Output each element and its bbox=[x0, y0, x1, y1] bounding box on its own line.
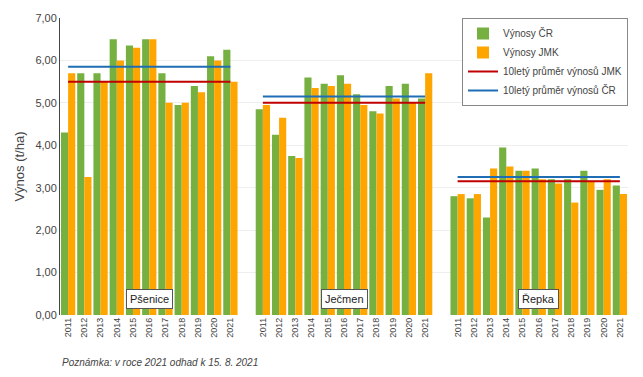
svg-text:2020: 2020 bbox=[404, 318, 414, 338]
svg-text:7,00: 7,00 bbox=[35, 12, 56, 24]
svg-text:6,00: 6,00 bbox=[35, 54, 56, 66]
svg-text:2017: 2017 bbox=[550, 318, 560, 338]
svg-text:2021: 2021 bbox=[420, 318, 430, 338]
svg-text:10letý průměr výnosů ČR: 10letý průměr výnosů ČR bbox=[503, 84, 616, 96]
svg-text:3,00: 3,00 bbox=[35, 182, 56, 194]
svg-text:2019: 2019 bbox=[582, 318, 592, 338]
svg-text:2015: 2015 bbox=[128, 318, 138, 338]
svg-text:4,00: 4,00 bbox=[35, 139, 56, 151]
svg-text:2021: 2021 bbox=[225, 318, 235, 338]
svg-text:Pšenice: Pšenice bbox=[130, 293, 169, 305]
svg-text:2016: 2016 bbox=[144, 318, 154, 338]
svg-text:2014: 2014 bbox=[112, 318, 122, 338]
svg-text:Výnosy ČR: Výnosy ČR bbox=[503, 27, 553, 39]
svg-text:2018: 2018 bbox=[371, 318, 381, 338]
svg-text:Poznámka: v roce 2021 odhad k: Poznámka: v roce 2021 odhad k 15. 8. 202… bbox=[62, 357, 258, 368]
svg-text:2020: 2020 bbox=[599, 318, 609, 338]
svg-text:2015: 2015 bbox=[323, 318, 333, 338]
svg-text:Řepka: Řepka bbox=[522, 293, 555, 305]
svg-text:2013: 2013 bbox=[485, 318, 495, 338]
svg-text:Výnos (t/ha): Výnos (t/ha) bbox=[12, 131, 27, 201]
svg-text:0,00: 0,00 bbox=[35, 309, 56, 321]
svg-text:Výnosy JMK: Výnosy JMK bbox=[503, 47, 559, 58]
svg-text:2011: 2011 bbox=[453, 318, 463, 337]
svg-text:2015: 2015 bbox=[517, 318, 527, 338]
svg-text:2016: 2016 bbox=[339, 318, 349, 338]
svg-text:2021: 2021 bbox=[615, 318, 625, 338]
svg-text:Ječmen: Ječmen bbox=[325, 293, 364, 305]
svg-text:1,00: 1,00 bbox=[35, 266, 56, 278]
svg-text:2012: 2012 bbox=[274, 318, 284, 338]
svg-text:2013: 2013 bbox=[95, 318, 105, 338]
svg-text:5,00: 5,00 bbox=[35, 97, 56, 109]
svg-text:2018: 2018 bbox=[177, 318, 187, 338]
svg-text:2020: 2020 bbox=[209, 318, 219, 338]
svg-text:2019: 2019 bbox=[193, 318, 203, 338]
svg-text:2016: 2016 bbox=[534, 318, 544, 338]
svg-text:2017: 2017 bbox=[160, 318, 170, 338]
svg-text:10letý průměr výnosů JMK: 10letý průměr výnosů JMK bbox=[503, 66, 622, 77]
svg-text:2012: 2012 bbox=[79, 318, 89, 338]
svg-text:2018: 2018 bbox=[566, 318, 576, 338]
svg-text:2019: 2019 bbox=[388, 318, 398, 338]
svg-text:2011: 2011 bbox=[258, 318, 268, 337]
svg-text:2014: 2014 bbox=[501, 318, 511, 338]
svg-text:2011: 2011 bbox=[63, 318, 73, 337]
svg-text:2014: 2014 bbox=[306, 318, 316, 338]
svg-text:2017: 2017 bbox=[355, 318, 365, 338]
svg-text:2012: 2012 bbox=[469, 318, 479, 338]
svg-text:2013: 2013 bbox=[290, 318, 300, 338]
svg-text:2,00: 2,00 bbox=[35, 224, 56, 236]
